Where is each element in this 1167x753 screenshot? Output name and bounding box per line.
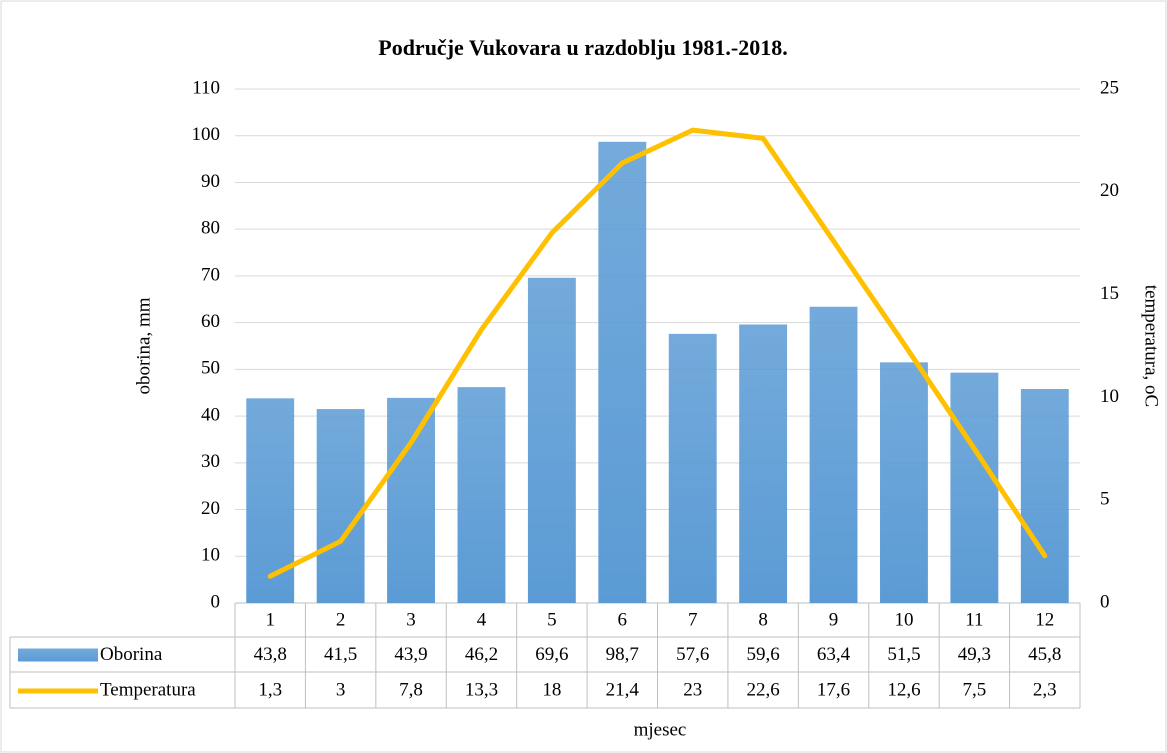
x-tick-label: 2 <box>336 609 346 630</box>
y-tick-label: 20 <box>201 498 220 519</box>
y-tick-label: 90 <box>201 171 220 192</box>
data-table-value: 12,6 <box>887 679 920 700</box>
data-table-value: 45,8 <box>1028 644 1061 665</box>
x-tick-label: 10 <box>894 609 913 630</box>
data-table-value: 41,5 <box>324 644 357 665</box>
data-table-value: 13,3 <box>465 679 498 700</box>
data-table-value: 57,6 <box>676 644 709 665</box>
data-table-value: 63,4 <box>817 644 851 665</box>
data-table-value: 51,5 <box>887 644 920 665</box>
x-tick-label: 1 <box>265 609 275 630</box>
y-tick-label: 50 <box>201 358 220 379</box>
y-tick-label: 110 <box>192 77 220 98</box>
bar <box>809 306 858 603</box>
line <box>267 127 1048 579</box>
bar <box>527 277 576 603</box>
y-tick-label: 10 <box>201 545 220 566</box>
y-tick-label: 100 <box>192 124 221 145</box>
data-table-value: 7,5 <box>963 679 987 700</box>
y2-axis-label: temperatura, oC <box>1141 285 1162 407</box>
y-tick-label: 80 <box>201 218 220 239</box>
x-tick-label: 3 <box>406 609 416 630</box>
x-tick-label: 6 <box>618 609 628 630</box>
data-table-value: 98,7 <box>606 644 639 665</box>
legend-key <box>18 648 98 662</box>
y2-tick-label: 10 <box>1100 386 1119 407</box>
y2-tick-label: 25 <box>1100 77 1119 98</box>
x-tick-label: 9 <box>829 609 839 630</box>
data-table-value: 46,2 <box>465 644 498 665</box>
bar <box>246 398 295 603</box>
x-tick-label: 4 <box>477 609 487 630</box>
data-table-value: 18 <box>542 679 561 700</box>
x-tick-label: 12 <box>1035 609 1054 630</box>
y2-tick-label: 15 <box>1100 283 1119 304</box>
legend-label: Temperatura <box>100 679 196 700</box>
data-table-value: 69,6 <box>535 644 568 665</box>
bar <box>1020 388 1069 603</box>
data-table-value: 2,3 <box>1033 679 1057 700</box>
data-table-value: 21,4 <box>606 679 640 700</box>
y-axis-label: oborina, mm <box>133 297 154 394</box>
data-table-value: 49,3 <box>958 644 991 665</box>
data-table-value: 22,6 <box>747 679 780 700</box>
bar <box>668 333 717 603</box>
chart-title: Područje Vukovara u razdoblju 1981.-2018… <box>378 35 787 60</box>
y2-tick-label: 0 <box>1100 591 1110 612</box>
x-tick-label: 11 <box>965 609 983 630</box>
data-table-value: 23 <box>683 679 702 700</box>
bar <box>739 324 788 603</box>
bar <box>387 397 435 603</box>
y-tick-label: 0 <box>211 591 221 612</box>
x-tick-label: 7 <box>688 609 698 630</box>
bar <box>880 362 928 603</box>
data-table-value: 3 <box>336 679 346 700</box>
data-table-value: 17,6 <box>817 679 850 700</box>
y-tick-label: 30 <box>201 451 220 472</box>
data-table-value: 1,3 <box>258 679 282 700</box>
bar <box>316 409 365 603</box>
y-tick-label: 60 <box>201 311 220 332</box>
data-table-value: 7,8 <box>399 679 423 700</box>
bar <box>950 372 999 603</box>
x-axis-label: mjesec <box>634 719 687 740</box>
data-table-value: 43,9 <box>394 644 427 665</box>
data-table-value: 43,8 <box>254 644 287 665</box>
legend-label: Oborina <box>100 644 163 665</box>
data-table-value: 59,6 <box>747 644 780 665</box>
y-tick-label: 40 <box>201 404 220 425</box>
y2-tick-label: 20 <box>1100 180 1119 201</box>
y2-tick-label: 5 <box>1100 489 1110 510</box>
bar <box>598 141 647 603</box>
x-tick-label: 8 <box>758 609 768 630</box>
bar <box>457 387 506 603</box>
y-tick-label: 70 <box>201 264 220 285</box>
x-tick-label: 5 <box>547 609 557 630</box>
